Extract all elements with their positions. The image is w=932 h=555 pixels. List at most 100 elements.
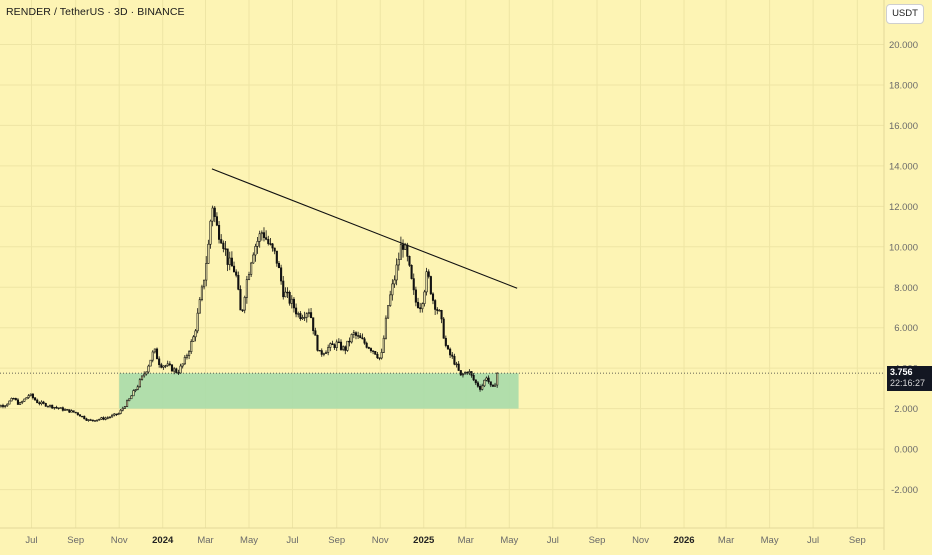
candle-body	[389, 294, 392, 306]
y-tick-label: 8.000	[894, 283, 918, 294]
candle-body	[369, 348, 373, 352]
candle-body	[346, 340, 349, 351]
candle-body	[205, 263, 208, 281]
candle-body	[329, 343, 332, 348]
candle-body	[493, 384, 497, 387]
candle-body	[160, 364, 163, 368]
candle-body	[140, 375, 144, 380]
candle-body	[12, 398, 15, 400]
candle-body	[196, 312, 199, 332]
currency-button[interactable]: USDT	[886, 4, 924, 24]
x-tick-label: 2025	[413, 535, 435, 546]
candle-body	[444, 337, 447, 346]
candle-body	[147, 365, 150, 373]
candle-body	[440, 310, 443, 320]
candle-body	[357, 335, 360, 337]
candle-body	[16, 399, 20, 405]
candle-body	[365, 342, 368, 348]
candle-body	[213, 207, 216, 217]
candle-body	[310, 312, 313, 318]
candle-body	[162, 365, 165, 368]
candle-body	[457, 363, 460, 371]
candle-body	[153, 348, 156, 353]
x-tick-label: Sep	[67, 535, 84, 546]
candle-body	[378, 357, 381, 359]
candle-body	[250, 262, 253, 275]
candle-body	[451, 354, 454, 357]
last-price-value: 3.756	[890, 367, 913, 377]
candle-body	[401, 244, 405, 250]
candle-body	[91, 419, 94, 422]
candle-body	[431, 293, 435, 301]
candle-body	[96, 419, 99, 422]
candle-body	[138, 379, 141, 388]
candle-body	[134, 389, 137, 391]
grid	[0, 0, 884, 528]
candle-body	[290, 298, 293, 304]
candle-body	[168, 363, 171, 366]
candle-body	[38, 402, 41, 405]
candle-body	[348, 340, 351, 343]
candle-body	[108, 416, 111, 419]
candle-body	[391, 283, 394, 296]
candle-body	[265, 237, 268, 240]
candle-body	[466, 371, 469, 374]
candle-body	[481, 385, 484, 390]
candle-body	[344, 346, 347, 351]
candle-body	[352, 332, 355, 335]
candle-body	[194, 330, 197, 338]
y-tick-label: 20.000	[889, 40, 918, 51]
candle-body	[19, 402, 22, 405]
candle-body	[8, 400, 11, 405]
candle-body	[421, 303, 424, 310]
candle-body	[200, 286, 203, 300]
candle-body	[354, 332, 358, 336]
candle-body	[322, 353, 325, 355]
candle-body	[230, 257, 233, 267]
candle-body	[76, 412, 79, 415]
candle-body	[412, 278, 415, 291]
x-tick-label: May	[240, 535, 258, 546]
candle-body	[295, 307, 298, 315]
x-tick-label: Sep	[328, 535, 345, 546]
candle-body	[188, 351, 191, 357]
candle-countdown: 22:16:27	[890, 378, 926, 388]
candle-body	[286, 291, 289, 294]
candle-body	[316, 335, 319, 351]
candle-body	[320, 350, 323, 355]
y-tick-label: 2.000	[894, 404, 918, 415]
candle-body	[282, 280, 285, 298]
candle-body	[115, 413, 118, 416]
candle-body	[44, 403, 47, 407]
candle-body	[31, 393, 34, 399]
candle-body	[61, 407, 64, 411]
candle-body	[318, 349, 321, 352]
candle-body	[245, 279, 248, 298]
candle-body	[372, 350, 375, 352]
candle-body	[220, 239, 223, 244]
x-tick-label: Sep	[849, 535, 866, 546]
candle-body	[425, 271, 428, 293]
candle-body	[393, 279, 396, 285]
x-tick-label: 2024	[152, 535, 174, 546]
y-tick-label: 12.000	[889, 202, 918, 213]
candle-body	[126, 400, 129, 407]
candle-body	[166, 363, 169, 366]
candle-body	[395, 264, 398, 281]
candle-body	[128, 398, 131, 402]
candle-body	[170, 364, 174, 372]
candle-body	[303, 316, 306, 319]
x-tick-label: Nov	[632, 535, 649, 546]
candle-body	[123, 406, 126, 409]
candle-body	[297, 313, 300, 315]
candle-body	[14, 398, 17, 401]
candle-body	[397, 259, 400, 266]
candle-body	[359, 335, 362, 339]
candle-body	[423, 291, 426, 304]
y-tick-label: -2.000	[891, 485, 918, 496]
candle-body	[1, 405, 5, 407]
candle-body	[414, 289, 417, 303]
candle-body	[399, 244, 402, 260]
